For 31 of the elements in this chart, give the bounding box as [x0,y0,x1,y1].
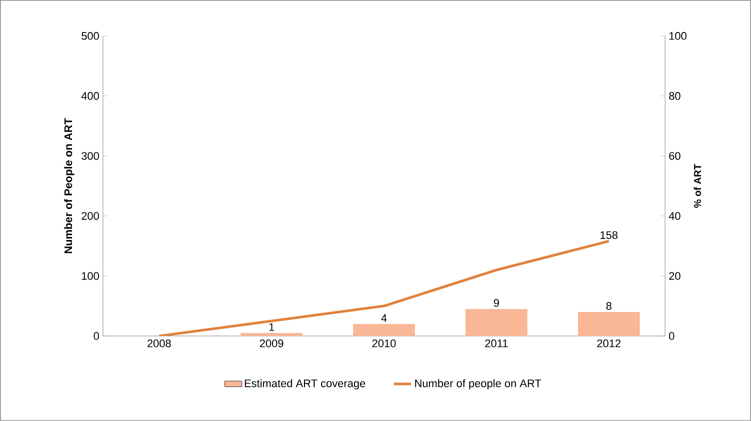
data-label: 9 [494,299,499,307]
legend-label: Number of people on ART [415,379,542,390]
legend-label: Estimated ART coverage [244,379,366,390]
y-axis-title: Number of People on ART [64,118,74,254]
x-tick-label: 2012 [597,340,621,348]
bar [240,333,302,336]
bar [578,312,640,336]
data-label: 4 [381,314,387,322]
y-tick-label: 100 [82,272,99,280]
y-tick-label: 0 [94,332,99,340]
bar [353,324,415,336]
line-series [158,240,610,336]
y2-tick-label: 40 [668,212,680,220]
y-tick-label: 400 [81,92,99,100]
x-tick-label: 2010 [372,340,396,348]
y-tick-label: 300 [82,152,99,160]
data-label: 8 [606,302,612,310]
y2-tick-label: 80 [669,92,680,100]
y2-tick-label: 60 [669,152,680,160]
y2-tick-label: 100 [669,32,686,40]
data-label: 1 [269,323,274,331]
y-tick-label: 200 [82,212,99,220]
y2-tick-label: 0 [669,332,674,340]
x-tick-label: 2009 [260,340,284,348]
x-tick-label: 2008 [148,340,171,348]
data-label: 158 [600,231,618,240]
y2-tick-label: 20 [669,272,680,280]
y2-axis-title: % of ART [694,164,702,208]
bar [466,309,528,336]
y-tick-label: 500 [82,32,99,40]
x-tick-label: 2011 [485,340,508,348]
